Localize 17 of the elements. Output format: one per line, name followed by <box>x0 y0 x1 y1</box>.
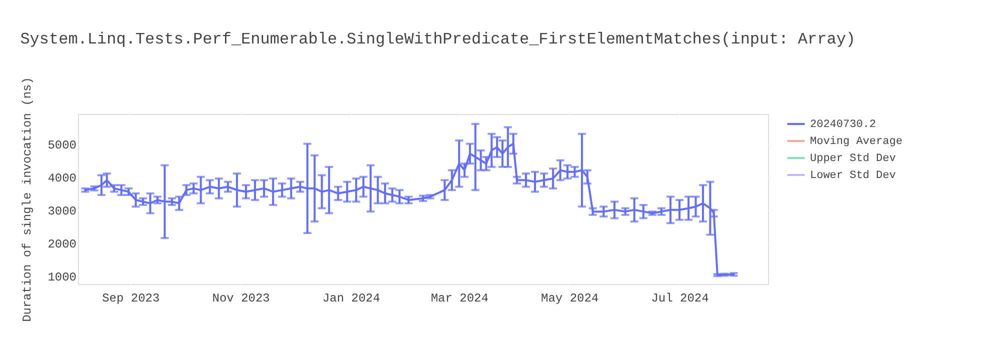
y-axis-title: Duration of single invocation (ns) <box>20 77 35 322</box>
y-tick-label: 1000 <box>48 270 76 285</box>
chart-title: System.Linq.Tests.Perf_Enumerable.SingleWithPredicate_FirstElementMatches(input: Array) <box>20 30 856 49</box>
x-tick-label: Jan 2024 <box>322 292 380 306</box>
x-tick-label: May 2024 <box>541 292 599 306</box>
legend-label: 20240730.2 <box>810 119 876 131</box>
y-tick-label: 2000 <box>48 237 76 252</box>
x-tick-label: Jul 2024 <box>651 292 709 306</box>
y-tick-label: 4000 <box>48 171 76 186</box>
y-tick-label: 3000 <box>48 204 76 218</box>
legend-label: Lower Std Dev <box>810 170 896 182</box>
legend-label: Moving Average <box>810 136 902 148</box>
x-tick-label: Sep 2023 <box>102 292 160 306</box>
legend-label: Upper Std Dev <box>810 153 896 165</box>
y-tick-label: 5000 <box>48 138 76 152</box>
x-tick-label: Nov 2023 <box>212 292 270 306</box>
x-tick-label: Mar 2024 <box>430 292 488 306</box>
